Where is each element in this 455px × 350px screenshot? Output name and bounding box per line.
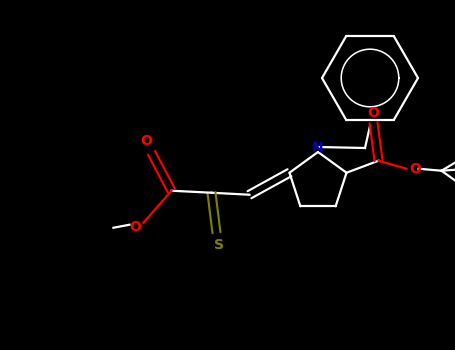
Text: S: S: [214, 238, 224, 252]
Text: O: O: [141, 134, 152, 148]
Text: O: O: [410, 162, 421, 176]
Text: O: O: [130, 220, 142, 234]
Text: O: O: [368, 106, 379, 120]
Text: N: N: [312, 141, 324, 155]
